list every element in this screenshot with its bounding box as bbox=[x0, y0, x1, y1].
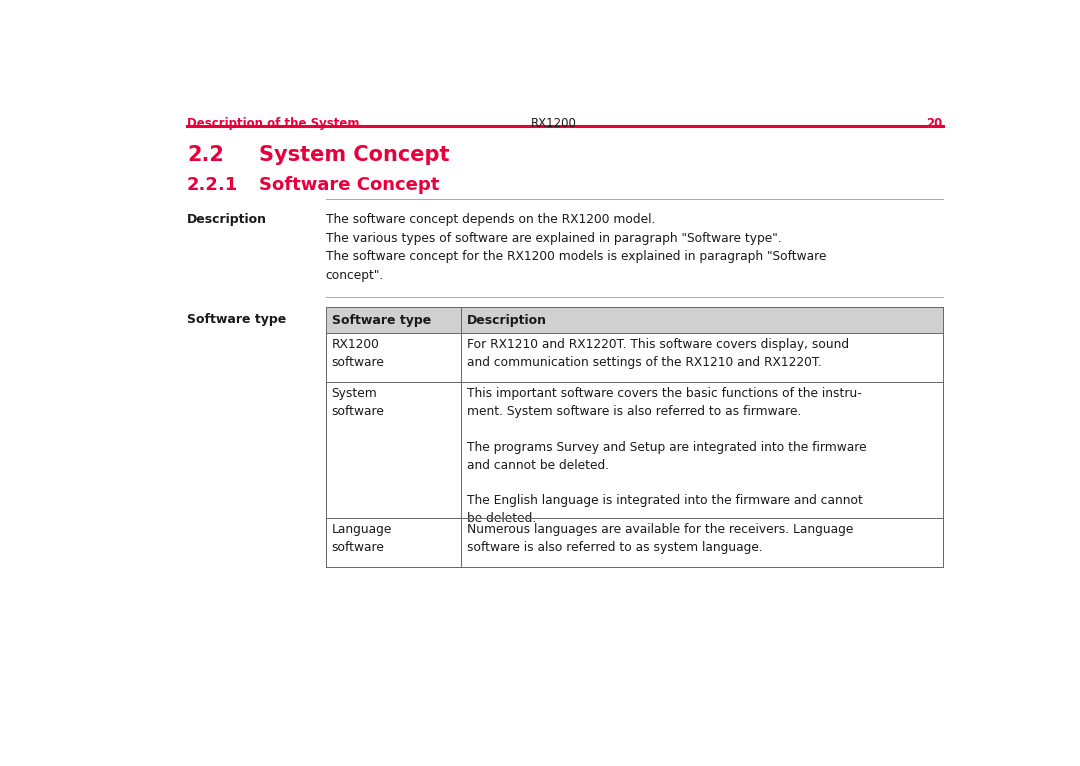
Text: System Concept: System Concept bbox=[259, 145, 449, 165]
Text: Software Concept: Software Concept bbox=[259, 176, 440, 195]
Text: 2.2.1: 2.2.1 bbox=[187, 176, 239, 195]
Text: The software concept depends on the RX1200 model.
The various types of software : The software concept depends on the RX12… bbox=[326, 214, 826, 282]
Text: Software type: Software type bbox=[332, 314, 431, 326]
Bar bbox=[326, 307, 943, 333]
Text: For RX1210 and RX1220T. This software covers display, sound
and communication se: For RX1210 and RX1220T. This software co… bbox=[468, 339, 849, 369]
Text: This important software covers the basic functions of the instru-
ment. System s: This important software covers the basic… bbox=[468, 388, 862, 418]
Text: RX1200
software: RX1200 software bbox=[332, 339, 384, 369]
Text: Language
software: Language software bbox=[332, 523, 392, 554]
Text: Description: Description bbox=[468, 314, 548, 326]
Text: The programs Survey and Setup are integrated into the firmware
and cannot be del: The programs Survey and Setup are integr… bbox=[468, 440, 867, 472]
Text: 2.2: 2.2 bbox=[187, 145, 224, 165]
Text: Description: Description bbox=[187, 214, 267, 227]
Text: RX1200: RX1200 bbox=[530, 116, 577, 129]
Text: Description of the System: Description of the System bbox=[187, 116, 360, 129]
Text: 20: 20 bbox=[927, 116, 943, 129]
Text: Numerous languages are available for the receivers. Language
software is also re: Numerous languages are available for the… bbox=[468, 523, 853, 554]
Text: Software type: Software type bbox=[187, 313, 286, 326]
Text: System
software: System software bbox=[332, 388, 384, 418]
Text: The English language is integrated into the firmware and cannot
be deleted.: The English language is integrated into … bbox=[468, 493, 863, 525]
